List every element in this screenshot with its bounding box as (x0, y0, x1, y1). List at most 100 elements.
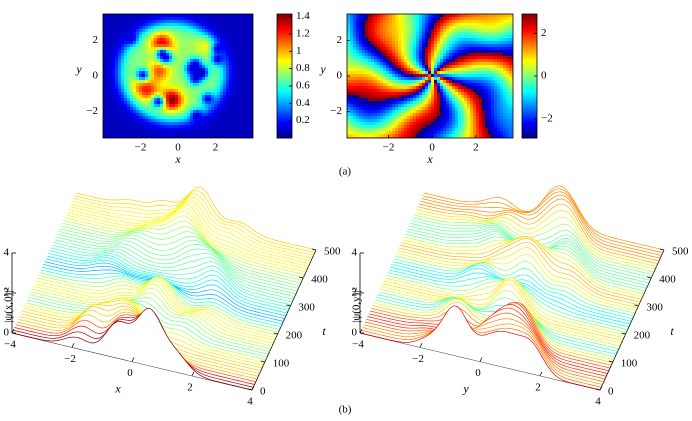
map-cell (443, 98, 447, 102)
map-cell (232, 14, 236, 18)
map-cell (392, 74, 396, 78)
map-cell (181, 80, 185, 84)
map-cell (223, 59, 227, 63)
map-cell (461, 71, 465, 75)
map-cell (470, 65, 474, 69)
map-cell (446, 131, 450, 135)
map-cell (371, 86, 375, 90)
colorbar-cell (277, 22, 292, 25)
map-cell (172, 23, 176, 27)
map-cell (410, 62, 414, 66)
map-cell (461, 35, 465, 39)
map-cell (130, 35, 134, 39)
map-cell (371, 23, 375, 27)
map-cell (136, 122, 140, 126)
map-cell (392, 35, 396, 39)
map-cell (482, 59, 486, 63)
map-cell (106, 23, 110, 27)
surface-line (362, 318, 603, 385)
map-cell (157, 41, 161, 45)
map-cell (449, 20, 453, 24)
map-cell (386, 122, 390, 126)
map-cell (241, 62, 245, 66)
map-cell (464, 26, 468, 30)
map-cell (157, 113, 161, 117)
map-cell (383, 83, 387, 87)
surface-line (52, 244, 293, 303)
map-cell (500, 137, 504, 138)
surface-line (19, 305, 260, 374)
map-cell (145, 71, 149, 75)
map-cell (428, 128, 432, 132)
map-cell (509, 80, 513, 84)
map-cell (497, 35, 501, 39)
map-cell (401, 80, 405, 84)
map-cell (422, 119, 426, 123)
map-cell (434, 68, 438, 72)
map-cell (368, 41, 372, 45)
map-cell (437, 134, 441, 138)
map-cell (139, 98, 143, 102)
map-cell (160, 41, 164, 45)
map-cell (172, 17, 176, 21)
colorbar-cell (522, 106, 537, 109)
map-cell (353, 47, 357, 51)
map-cell (157, 50, 161, 54)
map-cell (368, 137, 372, 138)
map-cell (353, 50, 357, 54)
map-cell (169, 77, 173, 81)
map-cell (127, 41, 131, 45)
map-cell (139, 89, 143, 93)
map-cell (452, 41, 456, 45)
map-cell (407, 134, 411, 138)
map-cell (181, 32, 185, 36)
map-cell (151, 137, 155, 138)
map-cell (145, 62, 149, 66)
map-cell (371, 122, 375, 126)
map-cell (226, 23, 230, 27)
map-cell (109, 59, 113, 63)
map-cell (193, 119, 197, 123)
map-cell (199, 101, 203, 105)
map-cell (446, 86, 450, 90)
map-cell (494, 74, 498, 78)
map-cell (232, 101, 236, 105)
map-cell (500, 89, 504, 93)
map-cell (461, 131, 465, 135)
map-cell (136, 77, 140, 81)
map-cell (229, 41, 233, 45)
map-cell (479, 95, 483, 99)
map-cell (163, 122, 167, 126)
map-cell (476, 65, 480, 69)
map-cell (250, 128, 253, 132)
map-cell (103, 20, 107, 24)
map-cell (226, 128, 230, 132)
surface-line (28, 296, 269, 355)
map-cell (431, 50, 435, 54)
map-cell (118, 65, 122, 69)
map-cell (145, 29, 149, 33)
map-cell (368, 86, 372, 90)
map-cell (476, 125, 480, 129)
map-cell (437, 80, 441, 84)
map-cell (223, 26, 227, 30)
map-cell (217, 41, 221, 45)
colorbar-cell (277, 118, 292, 121)
map-cell (365, 110, 369, 114)
map-cell (235, 116, 239, 120)
map-cell (154, 134, 158, 138)
map-cell (133, 77, 137, 81)
map-cell (187, 65, 191, 69)
map-cell (455, 131, 459, 135)
map-cell (482, 101, 486, 105)
map-cell (169, 110, 173, 114)
map-cell (440, 59, 444, 63)
map-cell (512, 41, 513, 45)
map-cell (347, 68, 351, 72)
colorbar-cell (522, 90, 537, 93)
map-cell (422, 134, 426, 138)
map-cell (374, 17, 378, 21)
map-cell (133, 116, 137, 120)
map-cell (350, 23, 354, 27)
map-cell (151, 47, 155, 51)
